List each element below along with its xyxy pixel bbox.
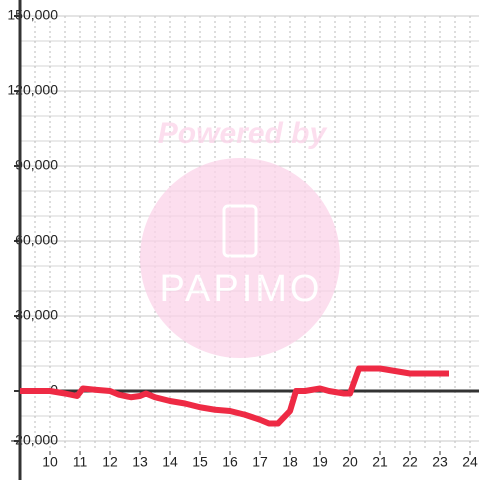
watermark-text: Powered by <box>158 117 328 150</box>
x-tick-label: 16 <box>222 454 238 470</box>
x-tick-label: 10 <box>42 454 58 470</box>
x-tick-label: 13 <box>132 454 148 470</box>
y-tick-label: 60,000 <box>15 232 58 248</box>
watermark-icon <box>222 204 258 258</box>
x-tick-label: 18 <box>282 454 298 470</box>
y-tick-label: 30,000 <box>15 307 58 323</box>
x-tick-label: 21 <box>372 454 388 470</box>
watermark: Powered by PAPIMO <box>140 117 340 358</box>
x-tick-label: 23 <box>432 454 448 470</box>
x-tick-label: 12 <box>102 454 118 470</box>
x-tick-label: 14 <box>162 454 178 470</box>
watermark-circle <box>140 158 340 358</box>
x-tick-label: 11 <box>73 454 88 470</box>
watermark-logo: PAPIMO <box>160 268 323 310</box>
y-tick-label: 120,000 <box>7 82 58 98</box>
data-line <box>20 365 449 427</box>
x-tick-label: 24 <box>462 454 478 470</box>
plot: -20,000030,00060,00090,000120,000150,000… <box>7 0 478 480</box>
x-tick-label: 22 <box>402 454 418 470</box>
x-tick-label: 15 <box>192 454 208 470</box>
y-tick-label: 90,000 <box>15 157 58 173</box>
x-tick-label: 19 <box>312 454 328 470</box>
x-tick-label: 17 <box>252 454 268 470</box>
y-tick-label: -20,000 <box>11 432 59 448</box>
y-tick-label: 150,000 <box>7 7 58 23</box>
x-tick-label: 20 <box>342 454 358 470</box>
